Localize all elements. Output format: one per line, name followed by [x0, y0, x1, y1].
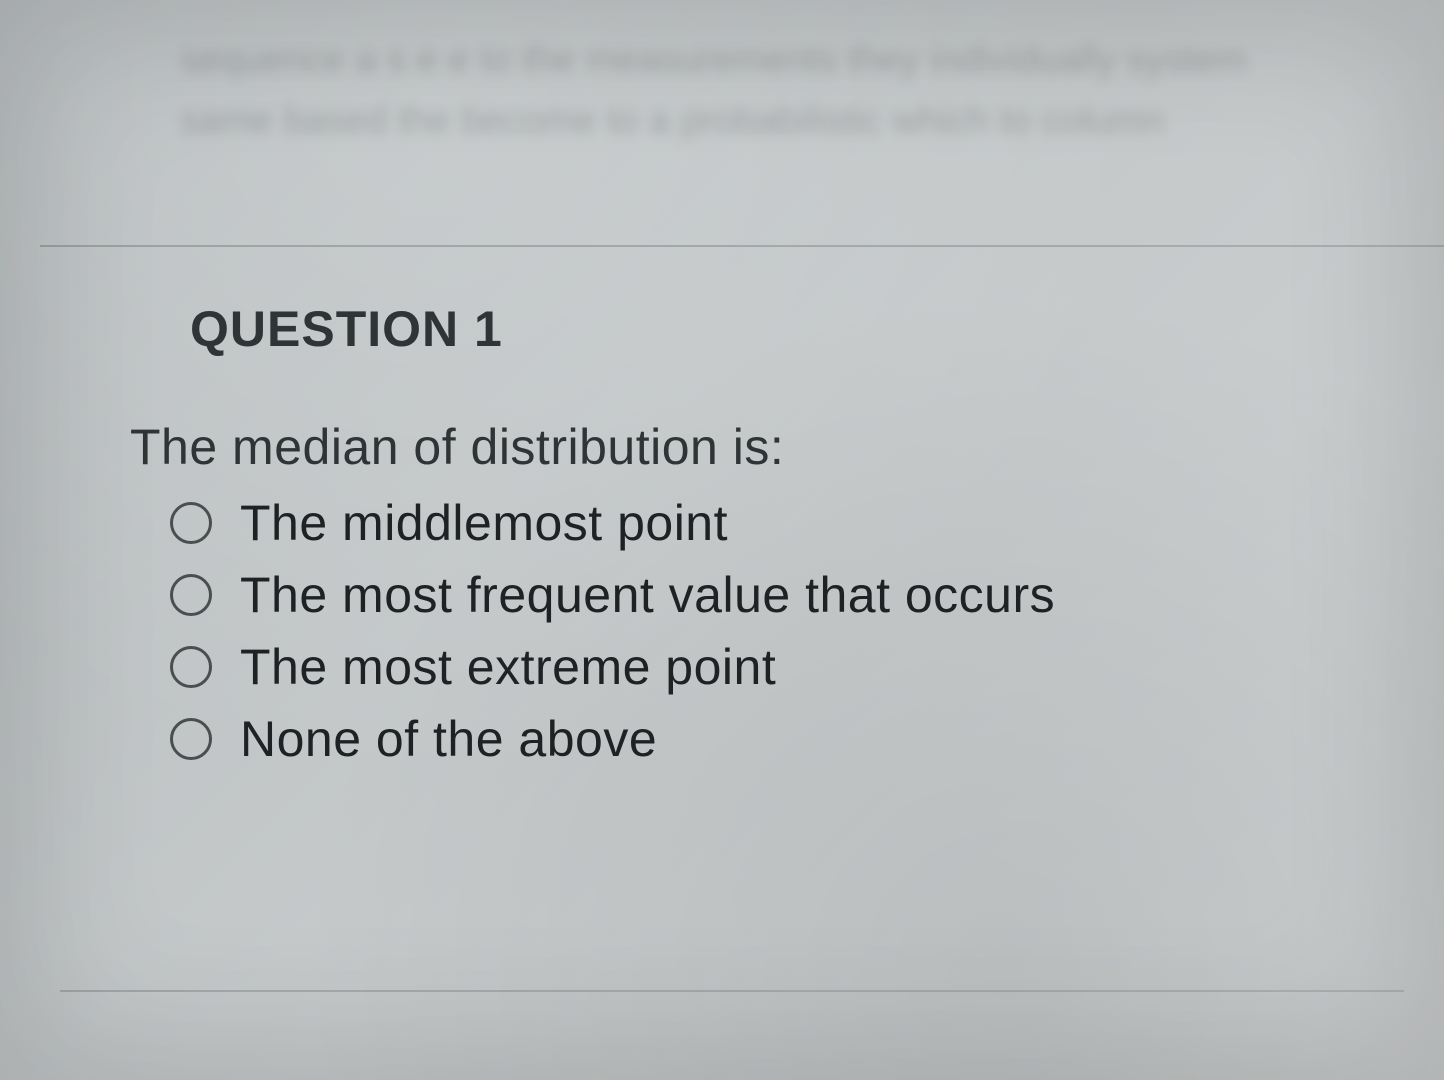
radio-icon[interactable] — [170, 718, 212, 760]
blurred-prior-content: sequence a s e e to the measurements the… — [0, 0, 1444, 240]
option-row[interactable]: The most frequent value that occurs — [170, 566, 1404, 624]
option-label: The most extreme point — [240, 638, 776, 696]
option-row[interactable]: The most extreme point — [170, 638, 1404, 696]
radio-icon[interactable] — [170, 646, 212, 688]
option-label: The middlemost point — [240, 494, 728, 552]
divider-top — [40, 245, 1444, 247]
question-prompt: The median of distribution is: — [130, 418, 1404, 476]
option-label: None of the above — [240, 710, 657, 768]
option-row[interactable]: The middlemost point — [170, 494, 1404, 552]
question-title: QUESTION 1 — [190, 300, 1404, 358]
option-label: The most frequent value that occurs — [240, 566, 1055, 624]
question-block: QUESTION 1 The median of distribution is… — [130, 300, 1404, 782]
radio-icon[interactable] — [170, 574, 212, 616]
divider-bottom — [60, 990, 1404, 992]
option-row[interactable]: None of the above — [170, 710, 1404, 768]
radio-icon[interactable] — [170, 502, 212, 544]
